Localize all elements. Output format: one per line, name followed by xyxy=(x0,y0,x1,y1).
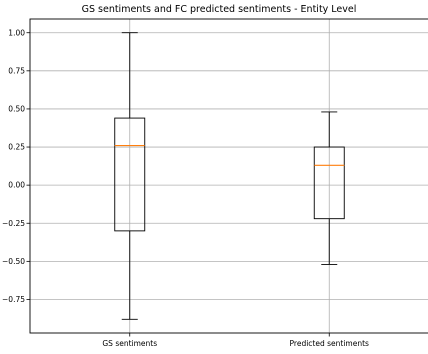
y-tick-label: 0.00 xyxy=(8,181,25,190)
y-axis: −0.75 −0.50 −0.25 0.00 0.25 0.50 0.75 1.00 xyxy=(2,28,30,304)
y-tick-label: −0.25 xyxy=(2,219,25,228)
chart-title: GS sentiments and FC predicted sentiment… xyxy=(82,4,357,15)
iqr-box xyxy=(114,117,146,232)
box-predicted-sentiments xyxy=(313,111,345,265)
y-tick-label: 1.00 xyxy=(8,28,25,37)
x-tick-label: Predicted sentiments xyxy=(290,339,370,348)
x-tick-label: GS sentiments xyxy=(102,339,157,348)
x-axis: GS sentiments Predicted sentiments xyxy=(102,333,369,348)
y-tick-label: 0.25 xyxy=(8,143,25,152)
iqr-box xyxy=(313,146,345,220)
boxes-layer xyxy=(114,32,345,320)
y-tick-label: −0.75 xyxy=(2,295,25,304)
y-tick-label: 0.50 xyxy=(8,105,25,114)
y-tick-label: −0.50 xyxy=(2,257,25,266)
y-tick-label: 0.75 xyxy=(8,66,25,75)
plot-frame xyxy=(29,18,428,334)
box-gs-sentiments xyxy=(114,32,146,320)
grid-layer xyxy=(30,19,428,333)
